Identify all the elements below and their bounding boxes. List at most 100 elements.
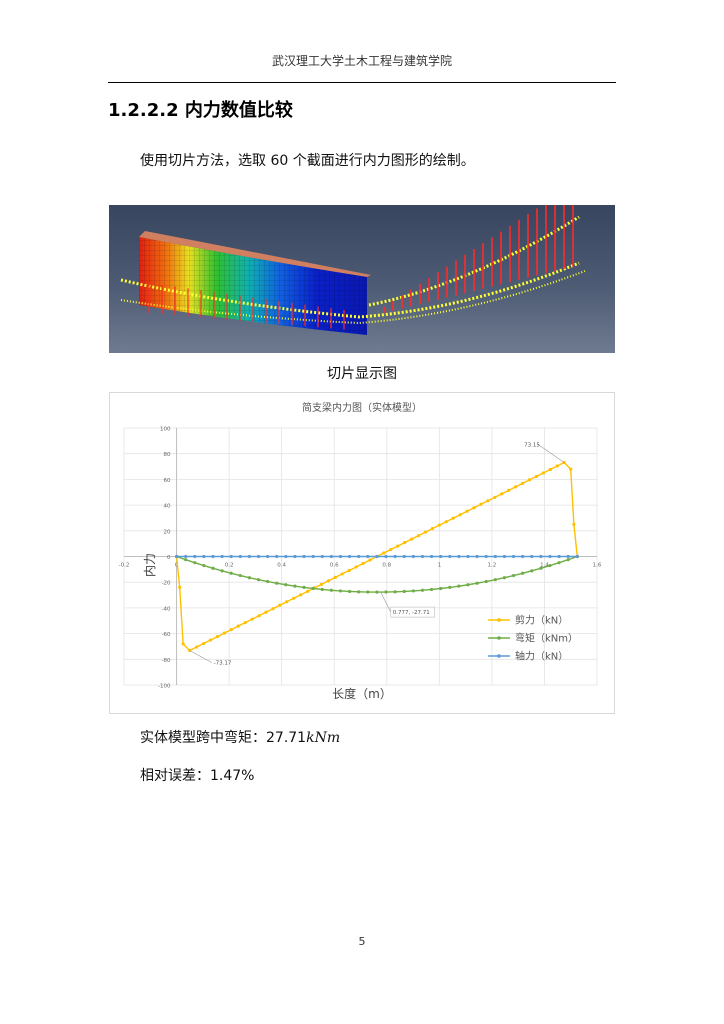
y-tick-label: -40 [162, 606, 171, 612]
data-point [368, 558, 372, 562]
data-point [511, 573, 516, 578]
data-point [326, 579, 330, 583]
data-point [320, 587, 324, 592]
data-point [384, 590, 388, 594]
data-point [229, 571, 233, 575]
data-point [484, 579, 488, 584]
data-point [439, 586, 443, 591]
data-point [396, 544, 400, 548]
data-point [472, 506, 476, 510]
data-point [530, 569, 534, 573]
slice-labels-lower-2 [120, 270, 586, 325]
y-axis-label: 内力 [143, 553, 157, 577]
page-number: 5 [358, 935, 366, 948]
midspan-moment-label: 实体模型跨中弯矩： [140, 730, 266, 746]
series-line [176, 555, 578, 593]
data-point [486, 499, 490, 503]
slice-labels-lower [120, 261, 580, 319]
data-point [569, 467, 573, 471]
data-point [329, 588, 333, 592]
data-point [271, 607, 275, 611]
data-point [423, 530, 428, 534]
data-point [348, 554, 352, 559]
data-point [521, 571, 525, 575]
data-point [211, 566, 215, 570]
intro-paragraph: 使用切片方法，选取 60 个截面进行内力图形的绘制。 [140, 153, 475, 169]
x-tick-label: 1.4 [540, 563, 549, 569]
data-point [566, 558, 570, 562]
y-tick-label: 60 [164, 478, 171, 484]
data-point [193, 554, 197, 559]
data-point [557, 554, 561, 559]
data-point [311, 586, 315, 591]
data-point [333, 575, 337, 580]
data-point [393, 590, 397, 594]
legend-marker [497, 654, 501, 658]
data-point [184, 558, 188, 562]
data-point [548, 563, 552, 568]
data-point [340, 572, 344, 576]
y-tick-label: -60 [162, 632, 171, 638]
data-point [202, 554, 206, 559]
data-point [243, 621, 247, 625]
x-tick-label: 0.2 [225, 563, 234, 569]
beam-top-face [139, 231, 371, 277]
legend-marker [497, 636, 501, 640]
data-point [215, 634, 220, 639]
legend-label: 轴力（kN） [515, 650, 568, 663]
data-point [507, 488, 511, 492]
page-header: 武汉理工大学土木工程与建筑学院 [271, 54, 452, 68]
data-point [430, 527, 434, 531]
annotation-label: 73.15 [524, 443, 540, 449]
data-point [220, 554, 224, 559]
data-point [256, 578, 261, 582]
internal-force-chart: 简支梁内力图（实体模型） 100 80 60 40 20 0 -20 -40 -60 -80 -10… [109, 392, 615, 714]
series-2 [174, 554, 579, 559]
data-point [285, 600, 289, 604]
data-point [238, 573, 242, 578]
data-point [348, 589, 352, 594]
relative-error-value: 1.47% [210, 768, 255, 784]
data-point [181, 642, 185, 646]
beam-mesh [139, 237, 367, 335]
data-point [393, 554, 397, 559]
data-point [548, 554, 552, 559]
annotation-box [390, 606, 436, 618]
data-point [305, 589, 310, 593]
legend-label: 弯矩（kNm） [515, 632, 578, 645]
data-point [555, 464, 559, 468]
data-point [465, 509, 469, 513]
data-point [202, 563, 206, 568]
data-point [521, 554, 525, 559]
data-point [502, 576, 507, 580]
data-point [411, 554, 415, 559]
data-point [548, 467, 552, 472]
chart-canvas: 简支梁内力图（实体模型） 100 80 60 40 20 0 -20 -40 -60 -80 -10… [119, 401, 602, 701]
data-point [420, 588, 425, 592]
data-point [493, 495, 497, 499]
y-tick-label: 20 [164, 529, 171, 535]
section-heading: 1.2.2.2 内力数值比较 [108, 100, 293, 121]
data-point [557, 561, 561, 565]
slice-labels-upper [368, 215, 580, 307]
data-point [229, 554, 233, 559]
data-point [457, 584, 461, 588]
data-point [193, 561, 197, 565]
data-point [534, 474, 539, 479]
legend-marker [497, 618, 501, 622]
data-point [530, 554, 534, 559]
fe-slice-figure [109, 205, 615, 353]
annotation-leader [537, 444, 565, 463]
data-point [357, 554, 361, 559]
data-point [195, 645, 199, 649]
chart-annotations: 73.15 0.777, -27.71 -73.17 [189, 443, 565, 667]
data-point [566, 554, 570, 559]
legend-label: 剪力（kN） [515, 614, 568, 627]
data-point [411, 589, 415, 593]
data-point [257, 614, 261, 618]
data-point [539, 566, 543, 570]
chart-title: 简支梁内力图（实体模型） [302, 401, 422, 414]
data-point [429, 554, 434, 559]
data-point [178, 585, 182, 589]
x-tick-label: 0.6 [330, 563, 339, 569]
